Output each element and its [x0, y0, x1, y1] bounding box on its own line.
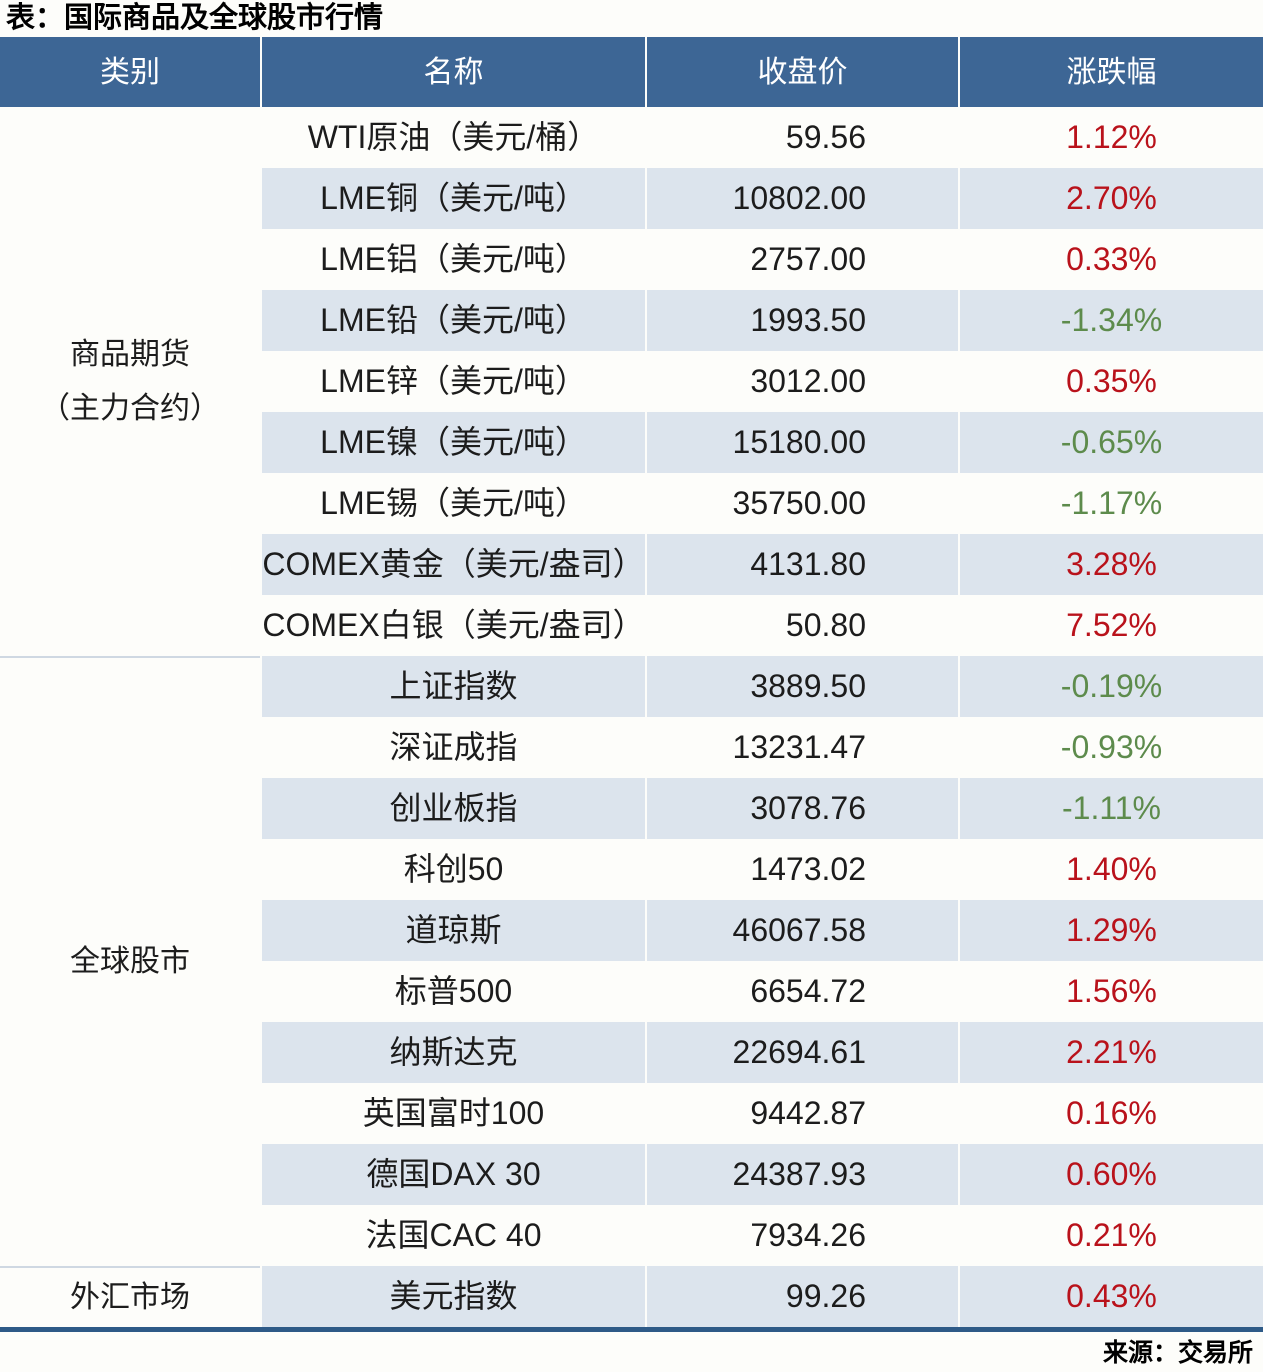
category-line: 商品期货: [70, 337, 190, 371]
close-price-cell: 4131.80: [645, 534, 958, 595]
instrument-name-cell: 标普500: [260, 961, 645, 1022]
close-price-cell: 22694.61: [645, 1022, 958, 1083]
instrument-name-cell: 纳斯达克: [260, 1022, 645, 1083]
close-price-cell: 24387.93: [645, 1144, 958, 1205]
close-price-cell: 15180.00: [645, 412, 958, 473]
close-price-cell: 1473.02: [645, 839, 958, 900]
change-percent-cell: 1.56%: [958, 961, 1263, 1022]
close-price-cell: 3078.76: [645, 778, 958, 839]
change-percent-cell: 0.16%: [958, 1083, 1263, 1144]
change-percent-cell: 1.40%: [958, 839, 1263, 900]
close-price-cell: 9442.87: [645, 1083, 958, 1144]
close-price-cell: 99.26: [645, 1266, 958, 1327]
close-price-cell: 59.56: [645, 107, 958, 168]
instrument-name-cell: 上证指数: [260, 656, 645, 717]
instrument-name-cell: 创业板指: [260, 778, 645, 839]
close-price-cell: 10802.00: [645, 168, 958, 229]
instrument-name-cell: LME铅（美元/吨）: [260, 290, 645, 351]
change-percent-cell: 0.60%: [958, 1144, 1263, 1205]
instrument-name-cell: LME锌（美元/吨）: [260, 351, 645, 412]
change-percent-cell: -0.65%: [958, 412, 1263, 473]
instrument-name-cell: 法国CAC 40: [260, 1205, 645, 1266]
change-percent-cell: 0.33%: [958, 229, 1263, 290]
category-cell: 外汇市场: [0, 1266, 260, 1327]
instrument-name-cell: WTI原油（美元/桶）: [260, 107, 645, 168]
change-percent-cell: 2.70%: [958, 168, 1263, 229]
instrument-name-cell: 德国DAX 30: [260, 1144, 645, 1205]
close-price-cell: 6654.72: [645, 961, 958, 1022]
page-title: 表：国际商品及全球股市行情: [6, 2, 384, 34]
instrument-name-cell: LME铝（美元/吨）: [260, 229, 645, 290]
close-price-cell: 3889.50: [645, 656, 958, 717]
change-percent-cell: -1.34%: [958, 290, 1263, 351]
close-price-cell: 35750.00: [645, 473, 958, 534]
instrument-name-cell: 科创50: [260, 839, 645, 900]
column-header-close: 收盘价: [645, 37, 958, 107]
instrument-name-cell: LME锡（美元/吨）: [260, 473, 645, 534]
change-percent-cell: 1.29%: [958, 900, 1263, 961]
change-percent-cell: 0.43%: [958, 1266, 1263, 1327]
source-label: 来源：交易所: [1102, 1339, 1253, 1367]
table-body: 商品期货 （主力合约） WTI原油（美元/桶） 59.56 1.12% LME铜（美元/吨…: [0, 107, 1263, 1327]
category-line: 全球股市: [70, 945, 190, 978]
column-header-name: 名称: [260, 37, 645, 107]
change-percent-cell: 0.21%: [958, 1205, 1263, 1266]
change-percent-cell: -1.17%: [958, 473, 1263, 534]
column-header-category: 类别: [0, 37, 260, 107]
category-line: （主力合约）: [40, 391, 220, 425]
table-header-row: 类别 名称 收盘价 涨跌幅: [0, 37, 1263, 107]
close-price-cell: 50.80: [645, 595, 958, 656]
close-price-cell: 7934.26: [645, 1205, 958, 1266]
change-percent-cell: 2.21%: [958, 1022, 1263, 1083]
change-percent-cell: 0.35%: [958, 351, 1263, 412]
change-percent-cell: -0.93%: [958, 717, 1263, 778]
category-cell: 全球股市: [0, 656, 260, 1266]
instrument-name-cell: COMEX黄金（美元/盎司）: [260, 534, 645, 595]
change-percent-cell: -1.11%: [958, 778, 1263, 839]
close-price-cell: 3012.00: [645, 351, 958, 412]
close-price-cell: 1993.50: [645, 290, 958, 351]
instrument-name-cell: 深证成指: [260, 717, 645, 778]
change-percent-cell: 3.28%: [958, 534, 1263, 595]
instrument-name-cell: 道琼斯: [260, 900, 645, 961]
table-bottom-border: [0, 1327, 1263, 1332]
close-price-cell: 46067.58: [645, 900, 958, 961]
column-header-change: 涨跌幅: [958, 37, 1263, 107]
instrument-name-cell: LME镍（美元/吨）: [260, 412, 645, 473]
category-line: 外汇市场: [70, 1280, 190, 1314]
change-percent-cell: 7.52%: [958, 595, 1263, 656]
instrument-name-cell: LME铜（美元/吨）: [260, 168, 645, 229]
instrument-name-cell: COMEX白银（美元/盎司）: [260, 595, 645, 656]
change-percent-cell: 1.12%: [958, 107, 1263, 168]
close-price-cell: 13231.47: [645, 717, 958, 778]
instrument-name-cell: 美元指数: [260, 1266, 645, 1327]
change-percent-cell: -0.19%: [958, 656, 1263, 717]
instrument-name-cell: 英国富时100: [260, 1083, 645, 1144]
close-price-cell: 2757.00: [645, 229, 958, 290]
category-cell: 商品期货 （主力合约）: [0, 107, 260, 656]
